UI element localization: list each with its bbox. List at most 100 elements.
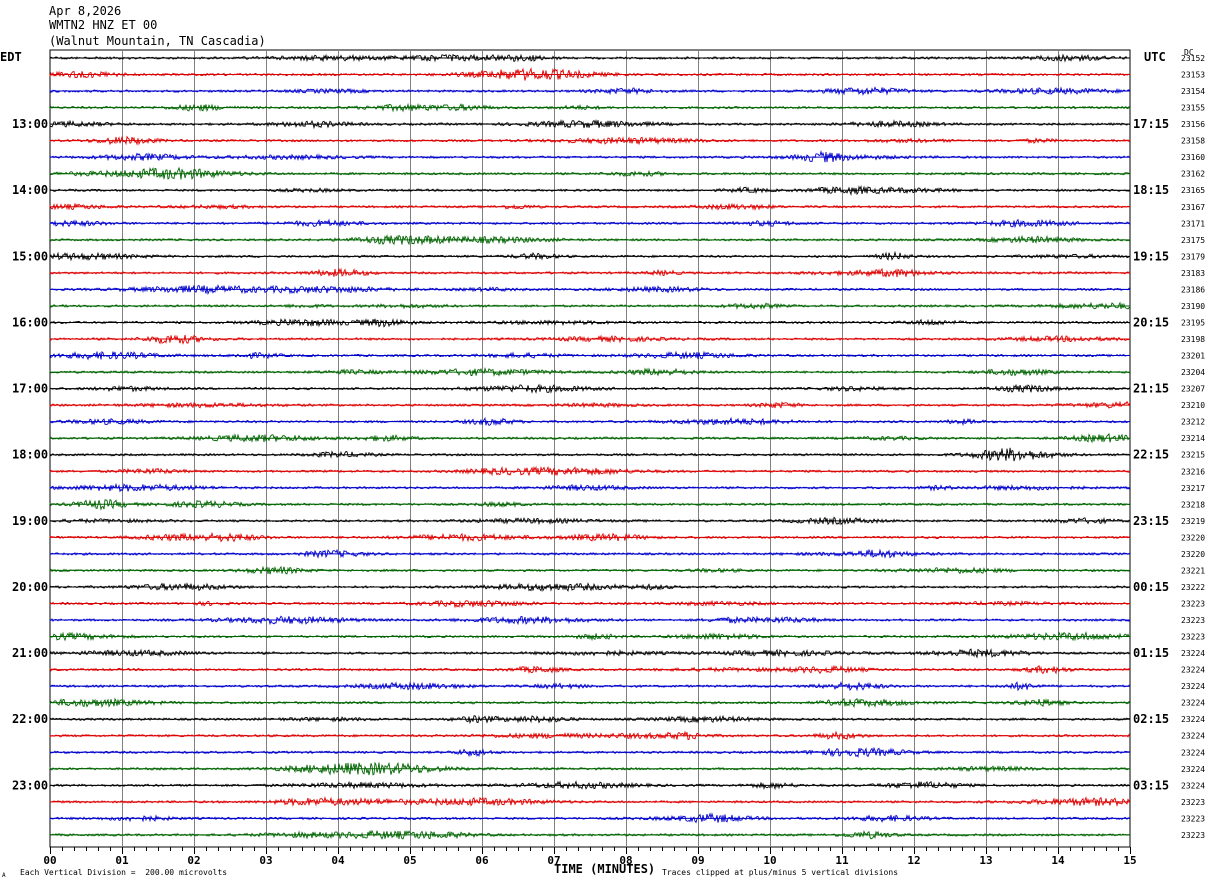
seismic-trace [49,615,1131,626]
dc-offset-label: 23215 [1181,451,1205,460]
seismic-trace [49,548,1131,559]
dc-offset-label: 23165 [1181,186,1205,195]
dc-offset-label: 23224 [1181,715,1205,724]
seismic-trace [49,680,1131,692]
dc-offset-label: 23224 [1181,649,1205,658]
dc-offset-label: 23158 [1181,137,1205,146]
left-hour-label: 15:00 [12,249,48,263]
seismic-trace [49,648,1131,659]
seismic-trace [49,119,1131,130]
seismic-trace [49,516,1131,526]
seismic-trace [49,630,1131,642]
right-hour-label: 19:15 [1133,249,1169,263]
x-tick-label: 02 [187,854,200,867]
plot-frame [49,49,1131,848]
seismic-trace [49,582,1131,592]
right-hour-label: 01:15 [1133,646,1169,660]
seismic-trace [49,234,1131,246]
seismic-trace [49,697,1131,709]
x-tick-label: 10 [763,854,776,867]
left-hour-label: 21:00 [12,646,48,660]
seismic-trace [49,531,1131,543]
x-tick-label: 01 [115,854,129,867]
seismic-trace [49,416,1131,427]
scale-note: Each Vertical Division = 200.00 microvol… [20,868,228,877]
dc-offset-label: 23153 [1181,71,1205,80]
dc-offset-label: 23223 [1181,798,1205,807]
x-tick-label: 00 [43,854,56,867]
x-tick-label: 14 [1051,854,1065,867]
dc-offset-label: 23214 [1181,434,1205,443]
right-hour-label: 22:15 [1133,448,1169,462]
x-tick-label: 04 [331,854,345,867]
seismic-trace [49,730,1131,741]
dc-offset-label: 23223 [1181,633,1205,642]
dc-offset-label: 23198 [1181,335,1205,344]
dc-offset-label: 23171 [1181,219,1205,228]
left-timezone-label: EDT [0,50,22,64]
dc-offset-label: 23210 [1181,401,1205,410]
dc-label: DC [1184,48,1194,57]
seismic-trace [49,66,1131,81]
seismic-trace [49,761,1131,776]
right-hour-label: 17:15 [1133,117,1169,131]
dc-offset-label: 23162 [1181,170,1205,179]
dc-offset-label: 23216 [1181,467,1205,476]
seismic-trace [49,829,1131,840]
left-hour-label: 17:00 [12,382,48,396]
seismic-trace [49,250,1131,262]
x-tick-label: 11 [835,854,849,867]
dc-offset-label: 23152 [1181,54,1205,63]
dc-offset-label: 23155 [1181,104,1205,113]
x-tick-label: 06 [475,854,489,867]
seismic-trace [49,400,1131,409]
dc-offset-label: 23224 [1181,682,1205,691]
dc-offset-label: 23220 [1181,533,1205,542]
right-hour-label: 03:15 [1133,778,1169,792]
dc-offset-label: 23154 [1181,87,1205,96]
right-hour-label: 23:15 [1133,514,1169,528]
seismic-trace [49,746,1131,758]
seismic-trace [49,166,1131,180]
seismic-trace [49,367,1131,378]
clip-note: Traces clipped at plus/minus 5 vertical … [662,868,899,877]
seismic-trace [49,599,1131,609]
seismic-trace [49,135,1131,146]
left-hour-label: 16:00 [12,315,48,329]
dc-offset-label: 23224 [1181,699,1205,708]
dc-offset-label: 23224 [1181,781,1205,790]
dc-offset-label: 23201 [1181,352,1205,361]
dc-offset-label: 23223 [1181,831,1205,840]
seismic-trace [49,447,1131,462]
seismic-trace [49,565,1131,575]
seismic-trace [49,433,1131,444]
dc-offset-label: 23224 [1181,732,1205,741]
x-tick-label: 05 [403,854,416,867]
seismic-trace [49,796,1131,808]
right-hour-label: 18:15 [1133,183,1169,197]
x-tick-label: 07 [547,854,560,867]
dc-offset-label: 23218 [1181,500,1205,509]
seismic-trace [49,664,1131,675]
dc-offset-label: 23217 [1181,484,1205,493]
seismic-trace [49,780,1131,791]
seismic-trace [49,383,1131,394]
corner-mark: A [2,872,6,879]
seismic-trace [49,86,1131,96]
left-hour-label: 22:00 [12,712,48,726]
seismic-trace [49,334,1131,345]
x-axis-label: TIME (MINUTES) [554,862,656,876]
dc-offset-label: 23195 [1181,318,1205,327]
dc-offset-label: 23222 [1181,583,1205,592]
x-tick-label: 03 [259,854,272,867]
dc-offset-label: 23204 [1181,368,1205,377]
x-tick-label: 08 [619,854,632,867]
dc-offset-label: 23223 [1181,814,1205,823]
left-hour-label: 13:00 [12,117,48,131]
dc-offset-label: 23190 [1181,302,1205,311]
seismic-trace [49,184,1130,197]
left-hour-label: 19:00 [12,514,48,528]
seismic-trace [49,149,1131,163]
right-timezone-label: UTC [1144,50,1166,64]
